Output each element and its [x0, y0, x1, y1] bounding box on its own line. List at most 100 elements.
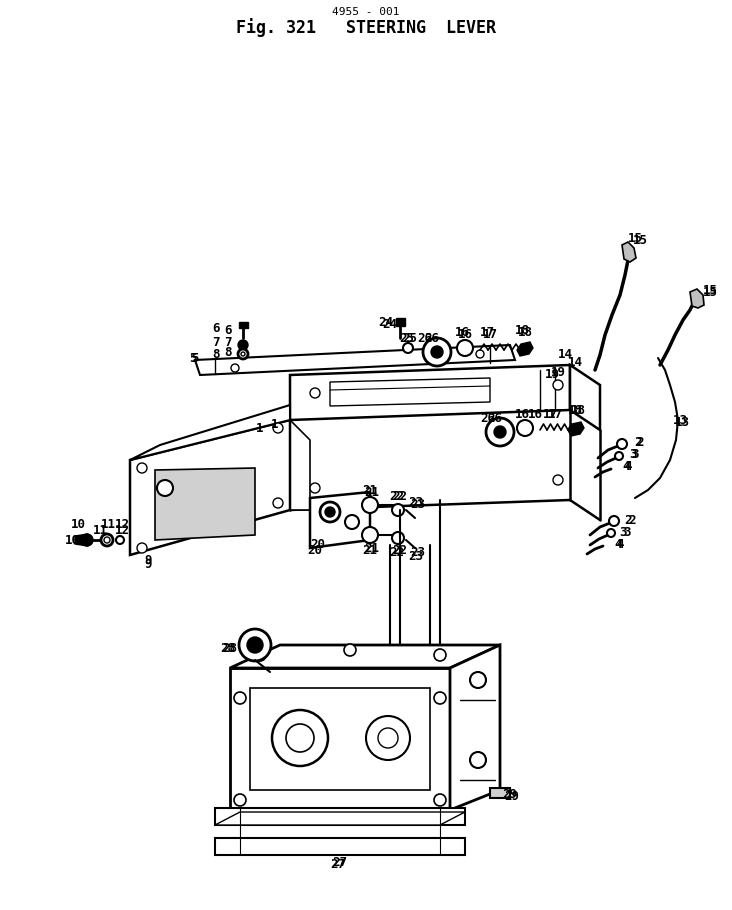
Circle shape	[241, 352, 245, 356]
Circle shape	[553, 380, 563, 390]
Circle shape	[486, 418, 514, 446]
Circle shape	[238, 349, 248, 359]
Text: 7: 7	[212, 336, 220, 349]
Text: 5: 5	[191, 351, 199, 365]
Text: 19: 19	[545, 369, 559, 381]
Circle shape	[286, 724, 314, 752]
Text: 18: 18	[567, 403, 583, 417]
Circle shape	[517, 420, 533, 436]
Polygon shape	[75, 534, 88, 546]
Text: 21: 21	[365, 486, 379, 499]
Text: 14: 14	[558, 349, 572, 361]
Text: 12: 12	[114, 523, 130, 537]
Text: 8: 8	[224, 346, 232, 359]
Polygon shape	[310, 492, 370, 548]
Text: 6: 6	[224, 323, 232, 337]
Text: 22: 22	[389, 545, 405, 559]
Circle shape	[273, 423, 283, 433]
Text: 3: 3	[619, 525, 627, 539]
Polygon shape	[330, 378, 490, 406]
Text: 24: 24	[383, 318, 397, 331]
Text: 9: 9	[144, 553, 152, 567]
Text: 18: 18	[515, 323, 529, 337]
Text: 2: 2	[628, 513, 636, 527]
Text: 25: 25	[400, 331, 414, 345]
Text: 16: 16	[455, 326, 469, 339]
Text: 26: 26	[480, 411, 496, 424]
Circle shape	[247, 637, 263, 653]
Circle shape	[431, 346, 443, 358]
Circle shape	[344, 644, 356, 656]
Text: 4: 4	[624, 460, 632, 473]
Text: 26: 26	[417, 331, 433, 345]
Text: 22: 22	[389, 490, 405, 502]
Text: 15: 15	[703, 286, 717, 298]
Polygon shape	[568, 422, 584, 436]
Polygon shape	[215, 838, 465, 855]
Text: 23: 23	[408, 550, 424, 562]
Text: 4955 - 001: 4955 - 001	[332, 7, 400, 17]
Polygon shape	[490, 788, 510, 798]
Text: 28: 28	[220, 642, 236, 654]
Text: 17: 17	[479, 326, 495, 339]
Circle shape	[362, 527, 378, 543]
Text: 3: 3	[630, 449, 637, 461]
Text: 26: 26	[488, 411, 502, 424]
Text: 23: 23	[408, 497, 424, 510]
Text: 15: 15	[632, 234, 648, 247]
Polygon shape	[230, 668, 450, 810]
Polygon shape	[230, 645, 500, 668]
Circle shape	[553, 475, 563, 485]
Circle shape	[101, 534, 113, 546]
Circle shape	[81, 534, 93, 546]
Polygon shape	[250, 688, 430, 790]
Text: 21: 21	[365, 541, 379, 554]
Text: 20: 20	[307, 543, 323, 557]
Text: Fig. 321   STEERING  LEVER: Fig. 321 STEERING LEVER	[236, 18, 496, 37]
Circle shape	[366, 716, 410, 760]
Text: 2: 2	[624, 513, 632, 527]
Text: 27: 27	[331, 858, 346, 872]
Text: 9: 9	[144, 559, 152, 571]
Text: 7: 7	[224, 336, 232, 349]
Polygon shape	[215, 808, 465, 825]
Polygon shape	[290, 365, 570, 420]
Text: 23: 23	[411, 499, 425, 511]
Text: 16: 16	[528, 409, 542, 421]
Text: 4: 4	[614, 538, 621, 551]
Circle shape	[470, 752, 486, 768]
Text: 4: 4	[622, 460, 630, 473]
Text: 23: 23	[411, 545, 425, 559]
Text: 16: 16	[515, 409, 529, 421]
Polygon shape	[130, 420, 290, 555]
Polygon shape	[130, 405, 290, 460]
Polygon shape	[215, 812, 465, 825]
Circle shape	[157, 480, 173, 496]
Circle shape	[423, 338, 451, 366]
Circle shape	[392, 504, 404, 516]
Circle shape	[617, 439, 627, 449]
Circle shape	[310, 483, 320, 493]
Text: 1: 1	[256, 421, 264, 434]
Polygon shape	[155, 468, 255, 540]
Text: 17: 17	[482, 329, 498, 341]
Circle shape	[434, 649, 446, 661]
Bar	[239, 322, 248, 328]
Circle shape	[615, 452, 623, 460]
Text: 14: 14	[567, 356, 583, 369]
Circle shape	[494, 426, 506, 438]
Text: 8: 8	[212, 348, 220, 360]
Polygon shape	[570, 365, 600, 430]
Text: 15: 15	[703, 284, 717, 297]
Polygon shape	[517, 342, 533, 356]
Text: 11: 11	[92, 523, 108, 537]
Circle shape	[470, 672, 486, 688]
Text: 28: 28	[223, 642, 237, 654]
Text: 27: 27	[332, 855, 348, 868]
Text: 13: 13	[673, 413, 687, 427]
Circle shape	[325, 507, 335, 517]
Text: 25: 25	[403, 331, 417, 345]
Text: 29: 29	[502, 788, 518, 802]
Text: 13: 13	[674, 416, 690, 429]
Text: 22: 22	[392, 490, 408, 503]
